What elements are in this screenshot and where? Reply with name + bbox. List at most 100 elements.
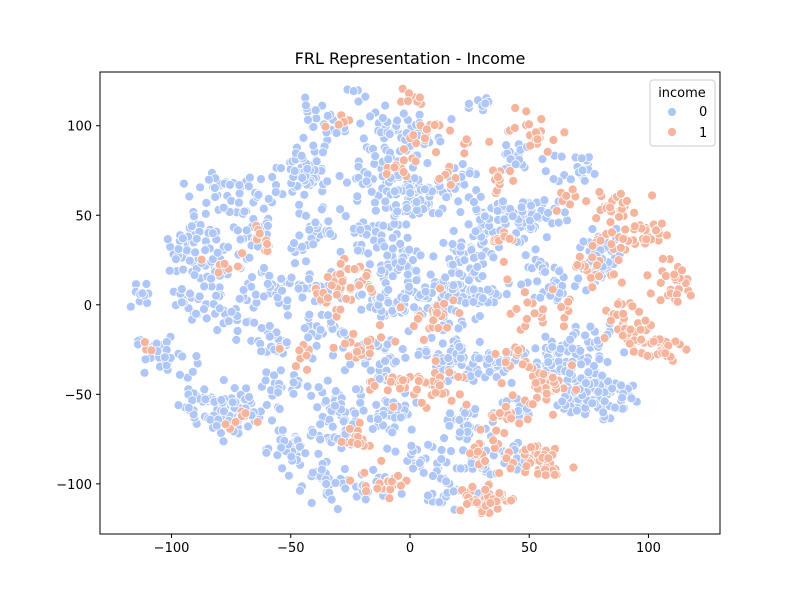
data-point-income-1	[448, 295, 459, 306]
data-point-income-0	[401, 219, 412, 230]
data-point-income-0	[191, 351, 202, 362]
data-point-income-1	[547, 372, 558, 383]
data-point-income-0	[311, 113, 322, 124]
x-axis: −100 −50 0 50 100	[154, 534, 661, 556]
data-point-income-1	[574, 251, 585, 262]
data-point-income-0	[249, 317, 260, 328]
data-point-income-0	[181, 245, 192, 256]
data-point-income-1	[581, 196, 592, 207]
data-point-income-1	[294, 345, 305, 356]
data-point-income-1	[361, 270, 372, 281]
data-point-income-1	[398, 167, 409, 177]
data-point-income-0	[457, 159, 468, 170]
data-point-income-1	[629, 207, 639, 218]
data-point-income-0	[579, 175, 590, 186]
data-point-income-0	[598, 407, 609, 418]
data-point-income-1	[362, 336, 373, 347]
data-point-income-0	[421, 346, 432, 357]
data-point-income-0	[342, 177, 352, 188]
data-point-income-0	[506, 378, 517, 388]
data-point-income-0	[170, 254, 181, 265]
data-point-income-1	[455, 505, 466, 516]
data-point-income-1	[445, 125, 456, 136]
data-point-income-1	[568, 462, 579, 473]
data-point-income-0	[191, 308, 201, 319]
data-point-income-1	[230, 417, 241, 427]
data-point-income-0	[225, 179, 235, 190]
data-point-income-0	[178, 178, 189, 189]
data-point-income-0	[241, 383, 252, 394]
data-point-income-0	[423, 490, 433, 501]
data-point-income-0	[312, 402, 323, 413]
data-point-income-1	[393, 470, 403, 481]
data-point-income-0	[267, 172, 278, 182]
data-point-income-1	[522, 297, 533, 308]
data-point-income-0	[408, 463, 419, 474]
data-point-income-0	[395, 412, 406, 423]
data-point-income-1	[536, 114, 547, 124]
data-point-income-1	[594, 271, 604, 282]
data-point-income-1	[493, 172, 503, 183]
data-point-income-0	[264, 270, 275, 281]
data-point-income-1	[618, 308, 629, 319]
data-point-income-1	[320, 121, 331, 132]
data-point-income-0	[295, 485, 305, 496]
data-point-income-1	[587, 252, 598, 263]
data-point-income-0	[406, 424, 417, 435]
y-tick-label: −50	[65, 388, 92, 403]
data-point-income-0	[437, 338, 448, 349]
data-point-income-0	[382, 443, 393, 454]
data-point-income-0	[358, 405, 369, 416]
data-point-income-0	[139, 367, 150, 378]
legend-label-0: 0	[699, 105, 707, 120]
data-point-income-1	[326, 280, 337, 291]
data-point-income-0	[540, 267, 550, 277]
data-point-income-1	[139, 337, 150, 348]
data-point-income-0	[454, 427, 465, 438]
data-point-income-0	[282, 310, 293, 321]
data-point-income-0	[516, 202, 527, 213]
data-point-income-1	[661, 271, 671, 281]
data-point-income-0	[272, 292, 283, 303]
data-point-income-1	[655, 277, 666, 288]
data-point-income-0	[555, 343, 566, 354]
data-point-income-0	[239, 206, 250, 217]
data-point-income-1	[435, 283, 446, 294]
data-point-income-1	[480, 456, 491, 467]
data-point-income-1	[672, 296, 683, 307]
data-point-income-0	[199, 304, 209, 315]
data-point-income-0	[288, 388, 299, 399]
data-point-income-0	[307, 427, 318, 438]
data-point-income-0	[355, 118, 366, 129]
data-point-income-0	[468, 284, 479, 295]
points-layer	[125, 83, 696, 519]
data-point-income-0	[423, 439, 434, 450]
data-point-income-0	[474, 311, 485, 322]
data-point-income-1	[571, 384, 581, 395]
data-point-income-0	[327, 421, 338, 432]
data-point-income-1	[382, 385, 393, 396]
data-point-income-0	[315, 419, 326, 430]
legend-box	[649, 79, 716, 147]
data-point-income-0	[263, 193, 274, 204]
data-point-income-1	[522, 314, 532, 324]
data-point-income-1	[352, 346, 362, 357]
data-point-income-0	[218, 406, 229, 417]
data-point-income-0	[557, 396, 568, 407]
data-point-income-0	[498, 196, 508, 207]
data-point-income-0	[203, 174, 214, 185]
data-point-income-0	[463, 275, 474, 286]
data-point-income-0	[299, 189, 310, 200]
data-point-income-0	[454, 415, 465, 425]
data-point-income-0	[392, 115, 403, 126]
data-point-income-1	[499, 428, 510, 439]
data-point-income-1	[328, 342, 339, 353]
data-point-income-0	[428, 251, 439, 262]
data-point-income-0	[234, 293, 245, 304]
data-point-income-1	[372, 483, 383, 494]
data-point-income-0	[232, 326, 243, 336]
data-point-income-1	[444, 367, 455, 378]
data-point-income-1	[642, 350, 653, 361]
data-point-income-1	[658, 253, 668, 264]
data-point-income-0	[310, 217, 321, 228]
